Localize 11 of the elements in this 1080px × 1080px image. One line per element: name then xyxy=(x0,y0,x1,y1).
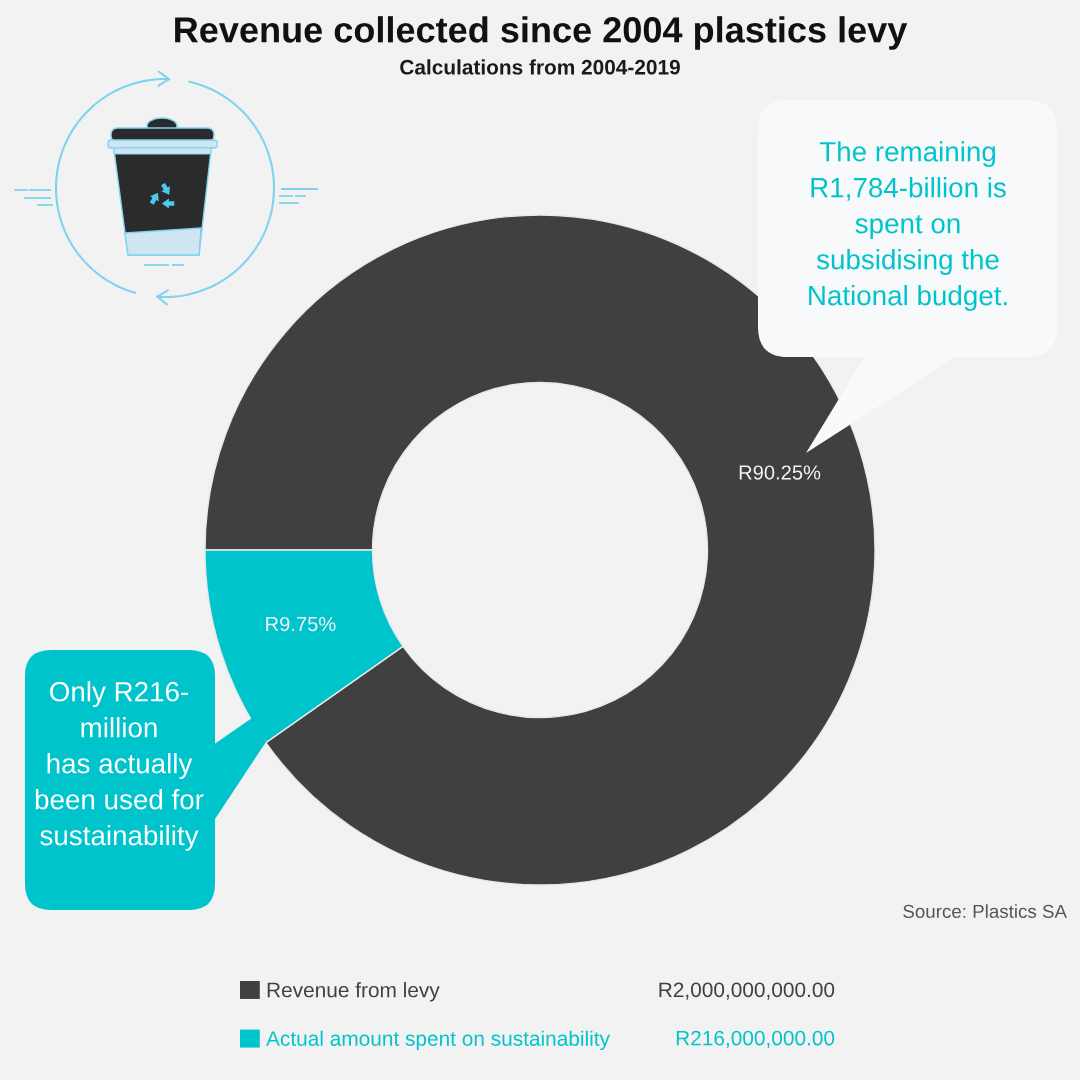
source-note: Source: Plastics SA xyxy=(903,904,1067,919)
text: R216,000,000.00 xyxy=(676,1030,835,1048)
legend-label: Actual amount spent on sustainability xyxy=(266,1030,610,1051)
data-label: R90.25% xyxy=(739,465,821,480)
text: The remaining R1,784-billion is spent on subsidising the National budget. xyxy=(809,141,1007,311)
chart-subtitle: Calculations from 2004-2019 xyxy=(400,59,680,75)
data-label: R9.75% xyxy=(266,616,336,632)
text: Only R216- million has actually been used for sustainability xyxy=(35,681,204,851)
legend-label: Revenue from levy xyxy=(267,982,440,1002)
chart-title: Revenue collected since 2004 plastics levy xyxy=(175,16,908,50)
text: R2,000,000,000.00 xyxy=(659,982,835,1000)
